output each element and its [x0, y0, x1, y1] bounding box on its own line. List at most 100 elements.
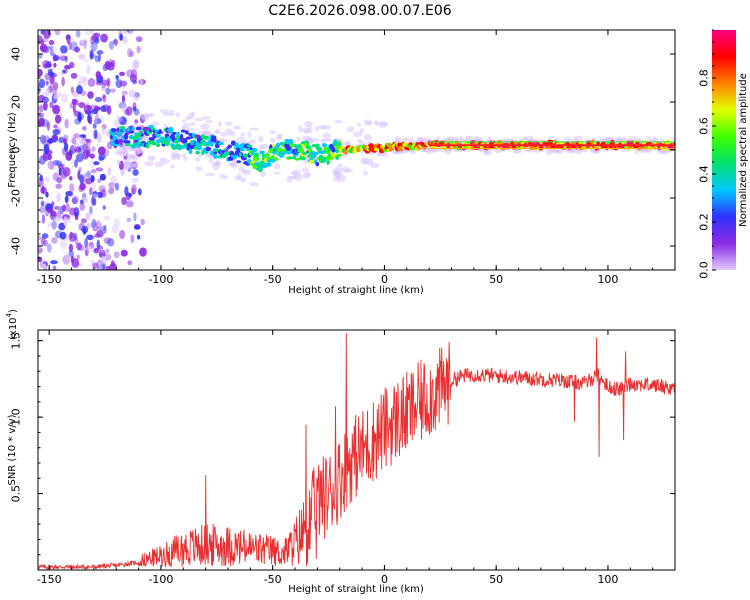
spectrogram-haze-blob: [474, 137, 484, 143]
spectrogram-ridge-blob: [189, 144, 195, 150]
spectrogram-ridge-blob: [236, 160, 242, 164]
spectrogram-noise-blob: [52, 53, 57, 62]
spectrogram-haze-blob: [234, 175, 242, 181]
spectrogram-noise-blob: [78, 101, 86, 109]
spectrogram-noise-blob: [77, 170, 81, 180]
spectrogram-ridge-blob: [210, 135, 217, 141]
spectrogram-haze-blob: [301, 167, 309, 173]
spectrogram-haze-blob: [363, 134, 372, 141]
spectrogram-noise-blob: [136, 46, 141, 54]
colorbar-tick-label: 0.8: [698, 69, 711, 87]
spectrogram-haze-blob: [333, 176, 340, 182]
spectrogram-noise-blob: [119, 71, 125, 76]
spectrogram-noise-blob: [139, 78, 144, 86]
spectrogram-noise-blob: [69, 231, 73, 240]
spectrogram-noise-blob: [70, 41, 78, 52]
spectrogram-noise-blob: [47, 68, 53, 74]
spectrogram-haze-blob: [200, 123, 210, 130]
spectrogram-haze-blob: [333, 167, 343, 174]
spectrogram-ridge-blob: [287, 138, 294, 145]
spectrogram-haze-blob: [314, 125, 320, 132]
spectrogram-noise-blob: [139, 247, 147, 257]
spectrogram-haze-blob: [563, 136, 571, 141]
spectrogram-ridge-blob: [300, 156, 306, 161]
spectrogram-noise-blob: [47, 160, 55, 170]
spectrogram-ridge-blob: [252, 165, 257, 169]
spectrogram-noise-blob: [66, 34, 71, 44]
spectrogram-haze-blob: [302, 135, 312, 142]
spectrogram-noise-blob: [100, 86, 107, 91]
spectrogram-noise-blob: [96, 229, 104, 238]
spectrogram-noise-blob: [113, 38, 119, 47]
spectrogram-noise-blob: [140, 218, 145, 226]
spectrogram-haze-blob: [122, 161, 131, 167]
spectrogram-noise-blob: [130, 234, 135, 243]
spectrogram-ridge-blob: [312, 151, 319, 156]
spectrogram-noise-blob: [110, 175, 117, 183]
spectrogram-noise-blob: [83, 58, 88, 64]
spectrogram-haze-blob: [154, 161, 165, 168]
spectrogram-noise-blob: [58, 92, 62, 97]
spectrogram-ridge-blob: [168, 130, 173, 134]
spectrogram-noise-blob: [81, 225, 89, 234]
spectrogram-noise-blob: [100, 33, 109, 43]
spectrogram-noise-blob: [115, 79, 123, 89]
spectrogram-noise-blob: [75, 30, 81, 38]
spectrogram-haze-blob: [181, 153, 187, 158]
spectrogram-ridge-blob: [665, 139, 671, 146]
spectrogram-noise-blob: [56, 177, 63, 184]
spectrogram-haze-blob: [212, 163, 221, 171]
spectrogram-noise-blob: [52, 265, 57, 270]
spectrogram-noise-blob: [90, 108, 99, 115]
spectrogram-noise-blob: [119, 80, 128, 87]
spectrogram-ridge-blob: [154, 129, 159, 133]
spectrogram-haze-blob: [116, 115, 123, 123]
spectrogram-noise-blob: [98, 153, 106, 160]
spectrogram-noise-blob: [128, 89, 137, 98]
spectrogram-noise-blob: [108, 41, 114, 50]
spectrogram-haze-blob: [147, 157, 156, 161]
spectrogram-ridge-blob: [203, 135, 210, 140]
spectrogram-noise-blob: [98, 225, 106, 231]
spectrogram-noise-blob: [93, 115, 99, 125]
spectrogram-noise-blob: [72, 104, 76, 113]
spectrogram-x-tick-label: 50: [489, 273, 503, 286]
spectrogram-haze-blob: [189, 122, 196, 127]
spectrogram-haze-blob: [181, 119, 187, 123]
spectrogram-haze-blob: [290, 171, 298, 175]
spectrogram-ridge-blob: [334, 149, 340, 154]
spectrogram-haze-blob: [322, 132, 331, 139]
spectrogram-haze-blob: [269, 138, 277, 143]
spectrogram-ridge-blob: [193, 145, 198, 150]
spectrogram-haze-blob: [362, 157, 369, 165]
spectrogram-noise-blob: [51, 45, 57, 55]
spectrogram-noise-blob: [71, 98, 77, 106]
spectrogram-noise-blob: [41, 214, 46, 224]
spectrogram-haze-blob: [258, 135, 264, 143]
spectrogram-haze-blob: [269, 130, 277, 135]
spectrogram-y-ticks: -40 -20 0 20 40: [10, 29, 675, 271]
spectrogram-ridge-blob: [229, 150, 235, 156]
spectrogram-haze-blob: [345, 140, 352, 147]
spectrogram-noise-blob: [132, 177, 139, 184]
snr-frame: [37, 329, 676, 571]
spectrogram-ridge-blob: [269, 158, 276, 163]
spectrogram-noise-blob: [98, 262, 103, 270]
spectrogram-noise-blob: [75, 153, 84, 163]
spectrogram-noise-blob: [89, 49, 94, 60]
spectrogram-haze-blob: [346, 126, 355, 133]
spectrogram-haze-blob: [230, 162, 238, 169]
spectrogram-noise-blob: [130, 69, 138, 79]
spectrogram-noise-blob: [90, 174, 95, 183]
spectrogram-haze-blob: [359, 128, 365, 134]
spectrogram-ridge-blob: [274, 157, 279, 161]
spectrogram-noise-blob: [43, 143, 50, 154]
spectrogram-noise-blob: [133, 108, 140, 116]
spectrogram-noise-blob: [59, 231, 67, 240]
spectrogram-noise-blob: [87, 91, 94, 99]
spectrogram-noise-blob: [56, 192, 62, 203]
spectrogram-haze-blob: [144, 160, 154, 167]
spectrogram-noise-blob: [91, 195, 95, 206]
spectrogram-haze-blob: [159, 109, 170, 113]
